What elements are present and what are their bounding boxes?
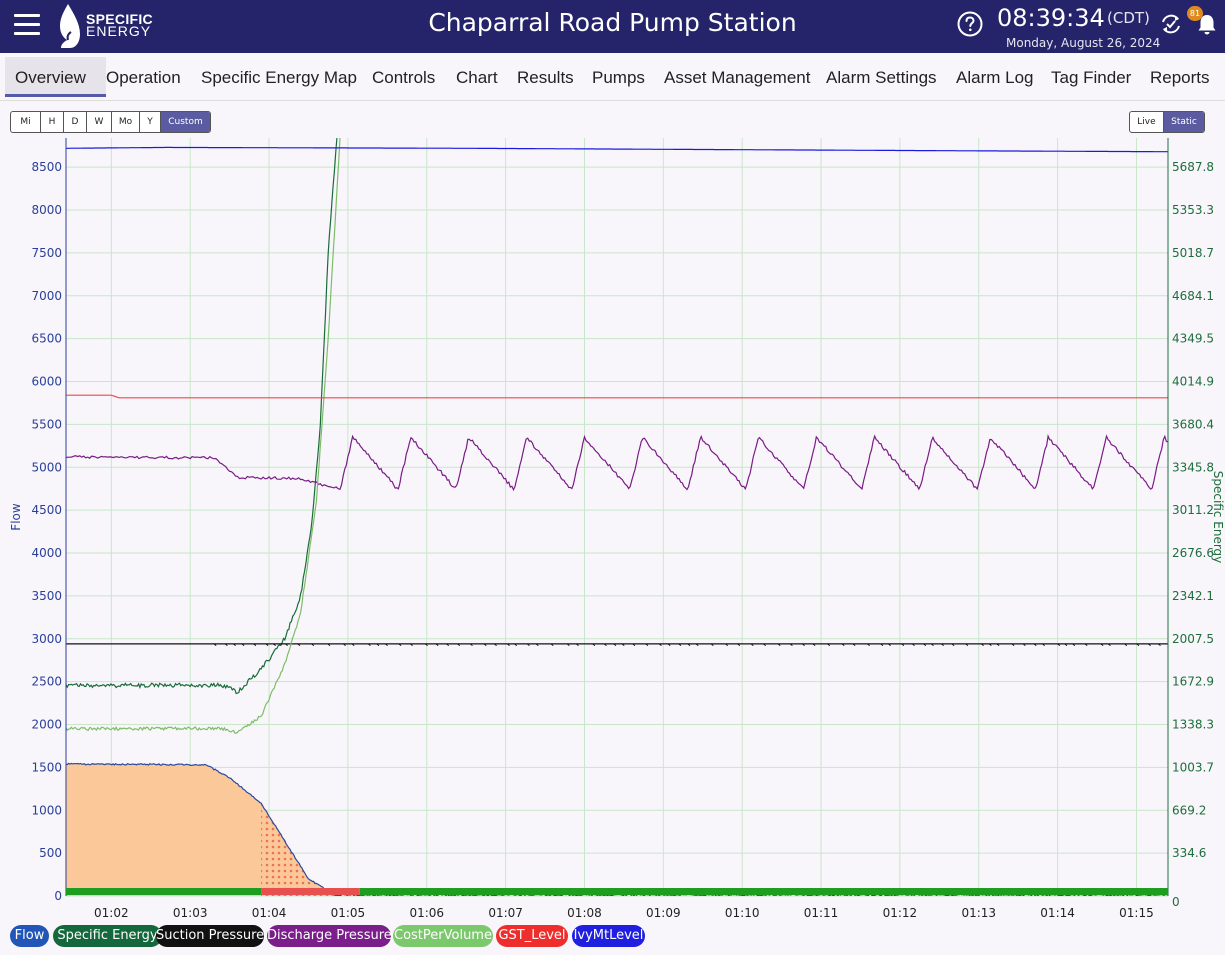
x-tick-label: 01:10 — [725, 906, 760, 920]
right-tick-label: 1338.3 — [1172, 718, 1214, 732]
tab-operation[interactable]: Operation — [106, 57, 181, 97]
right-tick-label: 4349.5 — [1172, 332, 1214, 346]
right-tick-label: 2007.5 — [1172, 632, 1214, 646]
status-segment — [66, 888, 261, 895]
x-tick-label: 01:09 — [646, 906, 681, 920]
right-tick-label: 4684.1 — [1172, 289, 1214, 303]
right-tick-label: 3011.2 — [1172, 503, 1214, 517]
right-tick-label: 1672.9 — [1172, 675, 1214, 689]
x-tick-label: 01:05 — [331, 906, 366, 920]
x-tick-label: 01:11 — [804, 906, 839, 920]
clock: 08:39:34 — [997, 4, 1105, 32]
tab-alarm-settings[interactable]: Alarm Settings — [826, 57, 937, 97]
logo-line-2: ENERGY — [86, 25, 153, 37]
timezone: (CDT) — [1107, 9, 1150, 27]
tab-results[interactable]: Results — [517, 57, 574, 97]
left-tick-label: 7500 — [31, 246, 62, 260]
left-tick-label: 4500 — [31, 503, 62, 517]
help-icon[interactable] — [956, 10, 984, 38]
x-tick-label: 01:04 — [252, 906, 287, 920]
chart-svg: 0 0 500 334.6 1000 669.2 1500 1003.7 2000 1338.3 2… — [0, 130, 1225, 930]
trend-chart[interactable]: 0 0 500 334.6 1000 669.2 1500 1003.7 2000 1338.3 2… — [0, 130, 1225, 930]
x-tick-label: 01:13 — [961, 906, 996, 920]
left-tick-label: 6500 — [31, 332, 62, 346]
range-day-button[interactable]: D — [64, 112, 87, 132]
left-tick-label: 1500 — [31, 760, 62, 774]
logo: SPECIFIC ENERGY — [58, 4, 178, 50]
left-tick-label: 2000 — [31, 718, 62, 732]
left-tick-label: 8000 — [31, 203, 62, 217]
right-tick-label: 2676.6 — [1172, 546, 1214, 560]
range-month-button[interactable]: Mo — [112, 112, 140, 132]
tab-specific-energy-map[interactable]: Specific Energy Map — [201, 57, 357, 97]
left-tick-label: 0 — [54, 889, 62, 903]
tab-controls[interactable]: Controls — [372, 57, 435, 97]
right-axis-title: Specific Energy — [1211, 471, 1225, 564]
logo-drop-icon — [58, 4, 82, 50]
x-tick-label: 01:03 — [173, 906, 208, 920]
tab-overview[interactable]: Overview — [5, 57, 106, 97]
tab-asset-management[interactable]: Asset Management — [664, 57, 810, 97]
right-tick-label: 1003.7 — [1172, 760, 1214, 774]
left-tick-label: 7000 — [31, 289, 62, 303]
x-tick-label: 01:06 — [409, 906, 444, 920]
legend-suction-pressure[interactable]: Suction Pressure — [156, 925, 264, 947]
x-tick-label: 01:07 — [488, 906, 523, 920]
x-tick-label: 01:08 — [567, 906, 602, 920]
left-tick-label: 2500 — [31, 675, 62, 689]
x-tick-label: 01:02 — [94, 906, 129, 920]
left-axis-title: Flow — [9, 503, 23, 531]
left-tick-label: 500 — [39, 846, 62, 860]
legend-specific-energy[interactable]: Specific Energy — [53, 925, 162, 947]
right-tick-label: 5353.3 — [1172, 203, 1214, 217]
range-custom-button[interactable]: Custom — [161, 112, 210, 132]
legend-gst-level[interactable]: GST_Level — [496, 925, 568, 947]
tab-pumps[interactable]: Pumps — [592, 57, 645, 97]
left-tick-label: 1000 — [31, 803, 62, 817]
range-hour-button[interactable]: H — [41, 112, 64, 132]
left-tick-label: 8500 — [31, 160, 62, 174]
x-tick-label: 01:14 — [1040, 906, 1075, 920]
right-tick-label: 5687.8 — [1172, 160, 1214, 174]
main-nav: Overview Operation Specific Energy Map C… — [0, 53, 1225, 101]
legend-flow[interactable]: Flow — [10, 925, 49, 947]
left-tick-label: 3000 — [31, 632, 62, 646]
right-tick-label: 3680.4 — [1172, 417, 1214, 431]
status-segment — [360, 888, 1168, 895]
right-tick-label: 5018.7 — [1172, 246, 1214, 260]
left-tick-label: 3500 — [31, 589, 62, 603]
range-year-button[interactable]: Y — [140, 112, 161, 132]
top-bar: SPECIFIC ENERGY Chaparral Road Pump Stat… — [0, 0, 1225, 53]
right-tick-label: 4014.9 — [1172, 375, 1214, 389]
tab-chart[interactable]: Chart — [456, 57, 498, 97]
right-tick-label: 3345.8 — [1172, 460, 1214, 474]
sync-icon[interactable] — [1158, 11, 1184, 37]
range-minute-button[interactable]: Mi — [11, 112, 41, 132]
right-tick-label: 334.6 — [1172, 846, 1206, 860]
static-button[interactable]: Static — [1164, 112, 1204, 132]
left-tick-label: 5000 — [31, 460, 62, 474]
range-week-button[interactable]: W — [87, 112, 112, 132]
left-tick-label: 4000 — [31, 546, 62, 560]
x-tick-label: 01:15 — [1119, 906, 1154, 920]
tab-alarm-log[interactable]: Alarm Log — [956, 57, 1033, 97]
left-tick-label: 6000 — [31, 375, 62, 389]
left-tick-label: 5500 — [31, 417, 62, 431]
legend-discharge-pressure[interactable]: Discharge Pressure — [267, 925, 391, 947]
current-date: Monday, August 26, 2024 — [1006, 36, 1160, 50]
live-button[interactable]: Live — [1130, 112, 1164, 132]
right-tick-label: 0 — [1172, 895, 1180, 909]
status-segment — [261, 888, 360, 895]
tab-tag-finder[interactable]: Tag Finder — [1051, 57, 1131, 97]
right-tick-label: 669.2 — [1172, 803, 1206, 817]
x-tick-label: 01:12 — [883, 906, 918, 920]
menu-icon[interactable] — [14, 14, 40, 36]
right-tick-label: 2342.1 — [1172, 589, 1214, 603]
legend-ivymt-level[interactable]: IvyMtLevel — [572, 925, 645, 947]
tab-reports[interactable]: Reports — [1150, 57, 1210, 97]
legend-cost-per-volume[interactable]: CostPerVolume — [393, 925, 493, 947]
notification-badge: 81 — [1187, 6, 1203, 21]
